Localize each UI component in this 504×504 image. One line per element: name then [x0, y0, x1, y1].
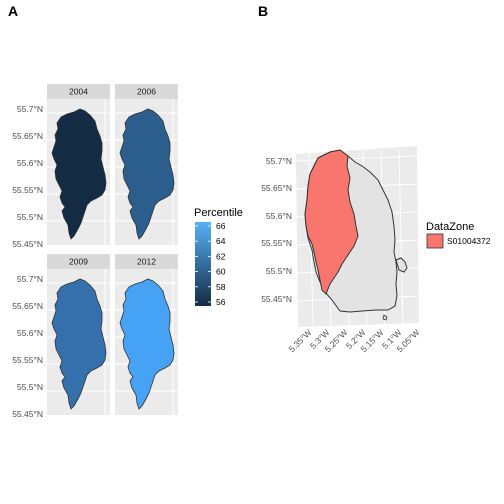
islet-shape	[382, 314, 388, 321]
b-xticks: 5.35°W5.3°W5.25°W5.2°W5.15°W5.1°W5.05°W	[287, 327, 422, 354]
legend-tick-label: 60	[216, 267, 226, 277]
strip-2012	[115, 254, 178, 269]
region-shape-2012	[119, 278, 175, 410]
b-ytick-3: 55.55°N	[261, 238, 292, 248]
legend-tick-label: 56	[216, 297, 226, 307]
strip-label-2004: 2004	[69, 87, 88, 97]
a-ytick-bottom-2: 55.6°N	[17, 328, 43, 338]
a-ytick-top-3: 55.55°N	[12, 185, 43, 195]
a-ytick-bottom-1: 55.65°N	[12, 301, 43, 311]
a-ytick-top-1: 55.65°N	[12, 131, 43, 141]
a-ytick-top-2: 55.6°N	[17, 158, 43, 168]
a-ytick-bottom-3: 55.55°N	[12, 355, 43, 365]
legend-tick-label: 62	[216, 251, 226, 261]
b-ytick-1: 55.65°N	[261, 183, 292, 193]
a-ytick-bottom-4: 55.5°N	[17, 382, 43, 392]
panel-b-plot	[295, 146, 419, 327]
strip-2004	[47, 84, 110, 99]
strip-label-2009: 2009	[69, 257, 88, 267]
a-ytick-top-4: 55.5°N	[17, 212, 43, 222]
a-ytick-bottom-0: 55.7°N	[17, 274, 43, 284]
datazone-legend-label: S01004372	[447, 236, 491, 246]
b-ytick-5: 55.45°N	[261, 294, 292, 304]
legend-tick-label: 66	[216, 221, 226, 231]
strip-label-2006: 2006	[137, 87, 156, 97]
percentile-legend-title: Percentile	[194, 207, 243, 219]
datazone-S01004372-shape	[304, 149, 359, 295]
a-ytick-top-0: 55.7°N	[17, 104, 43, 114]
panel-a: 2004 2006 2009 2012 55.7°N 55.65°N 55.6°…	[12, 84, 243, 419]
percentile-colorbar	[195, 222, 211, 306]
b-xtick-label: 5.35°W	[287, 327, 314, 354]
island-shape	[395, 257, 408, 273]
a-ytick-top-5: 55.45°N	[12, 239, 43, 249]
region-shape-2006	[119, 108, 175, 240]
b-ytick-2: 55.6°N	[266, 211, 292, 221]
panel-a-label: A	[8, 3, 18, 19]
datazone-legend-title: DataZone	[426, 221, 474, 233]
legend-tick-label: 64	[216, 236, 226, 246]
panel-b: 55.7°N 55.65°N 55.6°N 55.55°N 55.5°N 55.…	[261, 146, 491, 354]
datazone-legend-key	[426, 233, 444, 249]
strip-2006	[115, 84, 178, 99]
b-ytick-4: 55.5°N	[266, 266, 292, 276]
b-ytick-0: 55.7°N	[266, 156, 292, 166]
legend-tick-label: 58	[216, 282, 226, 292]
strip-2009	[47, 254, 110, 269]
region-shape-2004	[51, 108, 107, 240]
panel-b-label: B	[258, 3, 268, 19]
percentile-legend-ticks: 66 64 62 60 58 56	[195, 221, 226, 307]
region-shape-2009	[51, 278, 107, 410]
a-ytick-bottom-5: 55.45°N	[12, 409, 43, 419]
strip-label-2012: 2012	[137, 257, 156, 267]
